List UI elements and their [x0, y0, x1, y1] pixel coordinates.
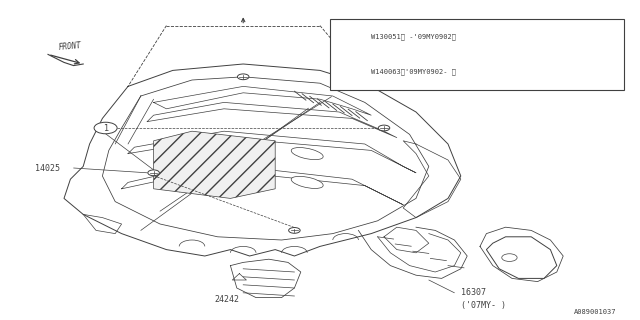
Text: 1: 1 — [344, 50, 350, 59]
FancyBboxPatch shape — [330, 19, 624, 90]
Text: A089001037: A089001037 — [574, 308, 616, 315]
Text: 1: 1 — [103, 124, 108, 132]
Text: FRONT: FRONT — [58, 41, 83, 52]
Text: 16307: 16307 — [461, 288, 486, 297]
Text: W140063（'09MY0902- ）: W140063（'09MY0902- ） — [371, 69, 456, 75]
Polygon shape — [154, 131, 275, 198]
Text: ('07MY- ): ('07MY- ) — [461, 301, 506, 310]
Text: W130051（ -'09MY0902）: W130051（ -'09MY0902） — [371, 34, 456, 40]
Circle shape — [378, 125, 390, 131]
Ellipse shape — [291, 148, 323, 160]
Circle shape — [336, 49, 359, 60]
Text: 14025: 14025 — [35, 164, 60, 172]
Circle shape — [148, 170, 159, 176]
Circle shape — [289, 228, 300, 233]
Circle shape — [94, 122, 117, 134]
Ellipse shape — [291, 176, 323, 188]
Circle shape — [237, 74, 249, 80]
Text: 24242: 24242 — [214, 295, 239, 304]
